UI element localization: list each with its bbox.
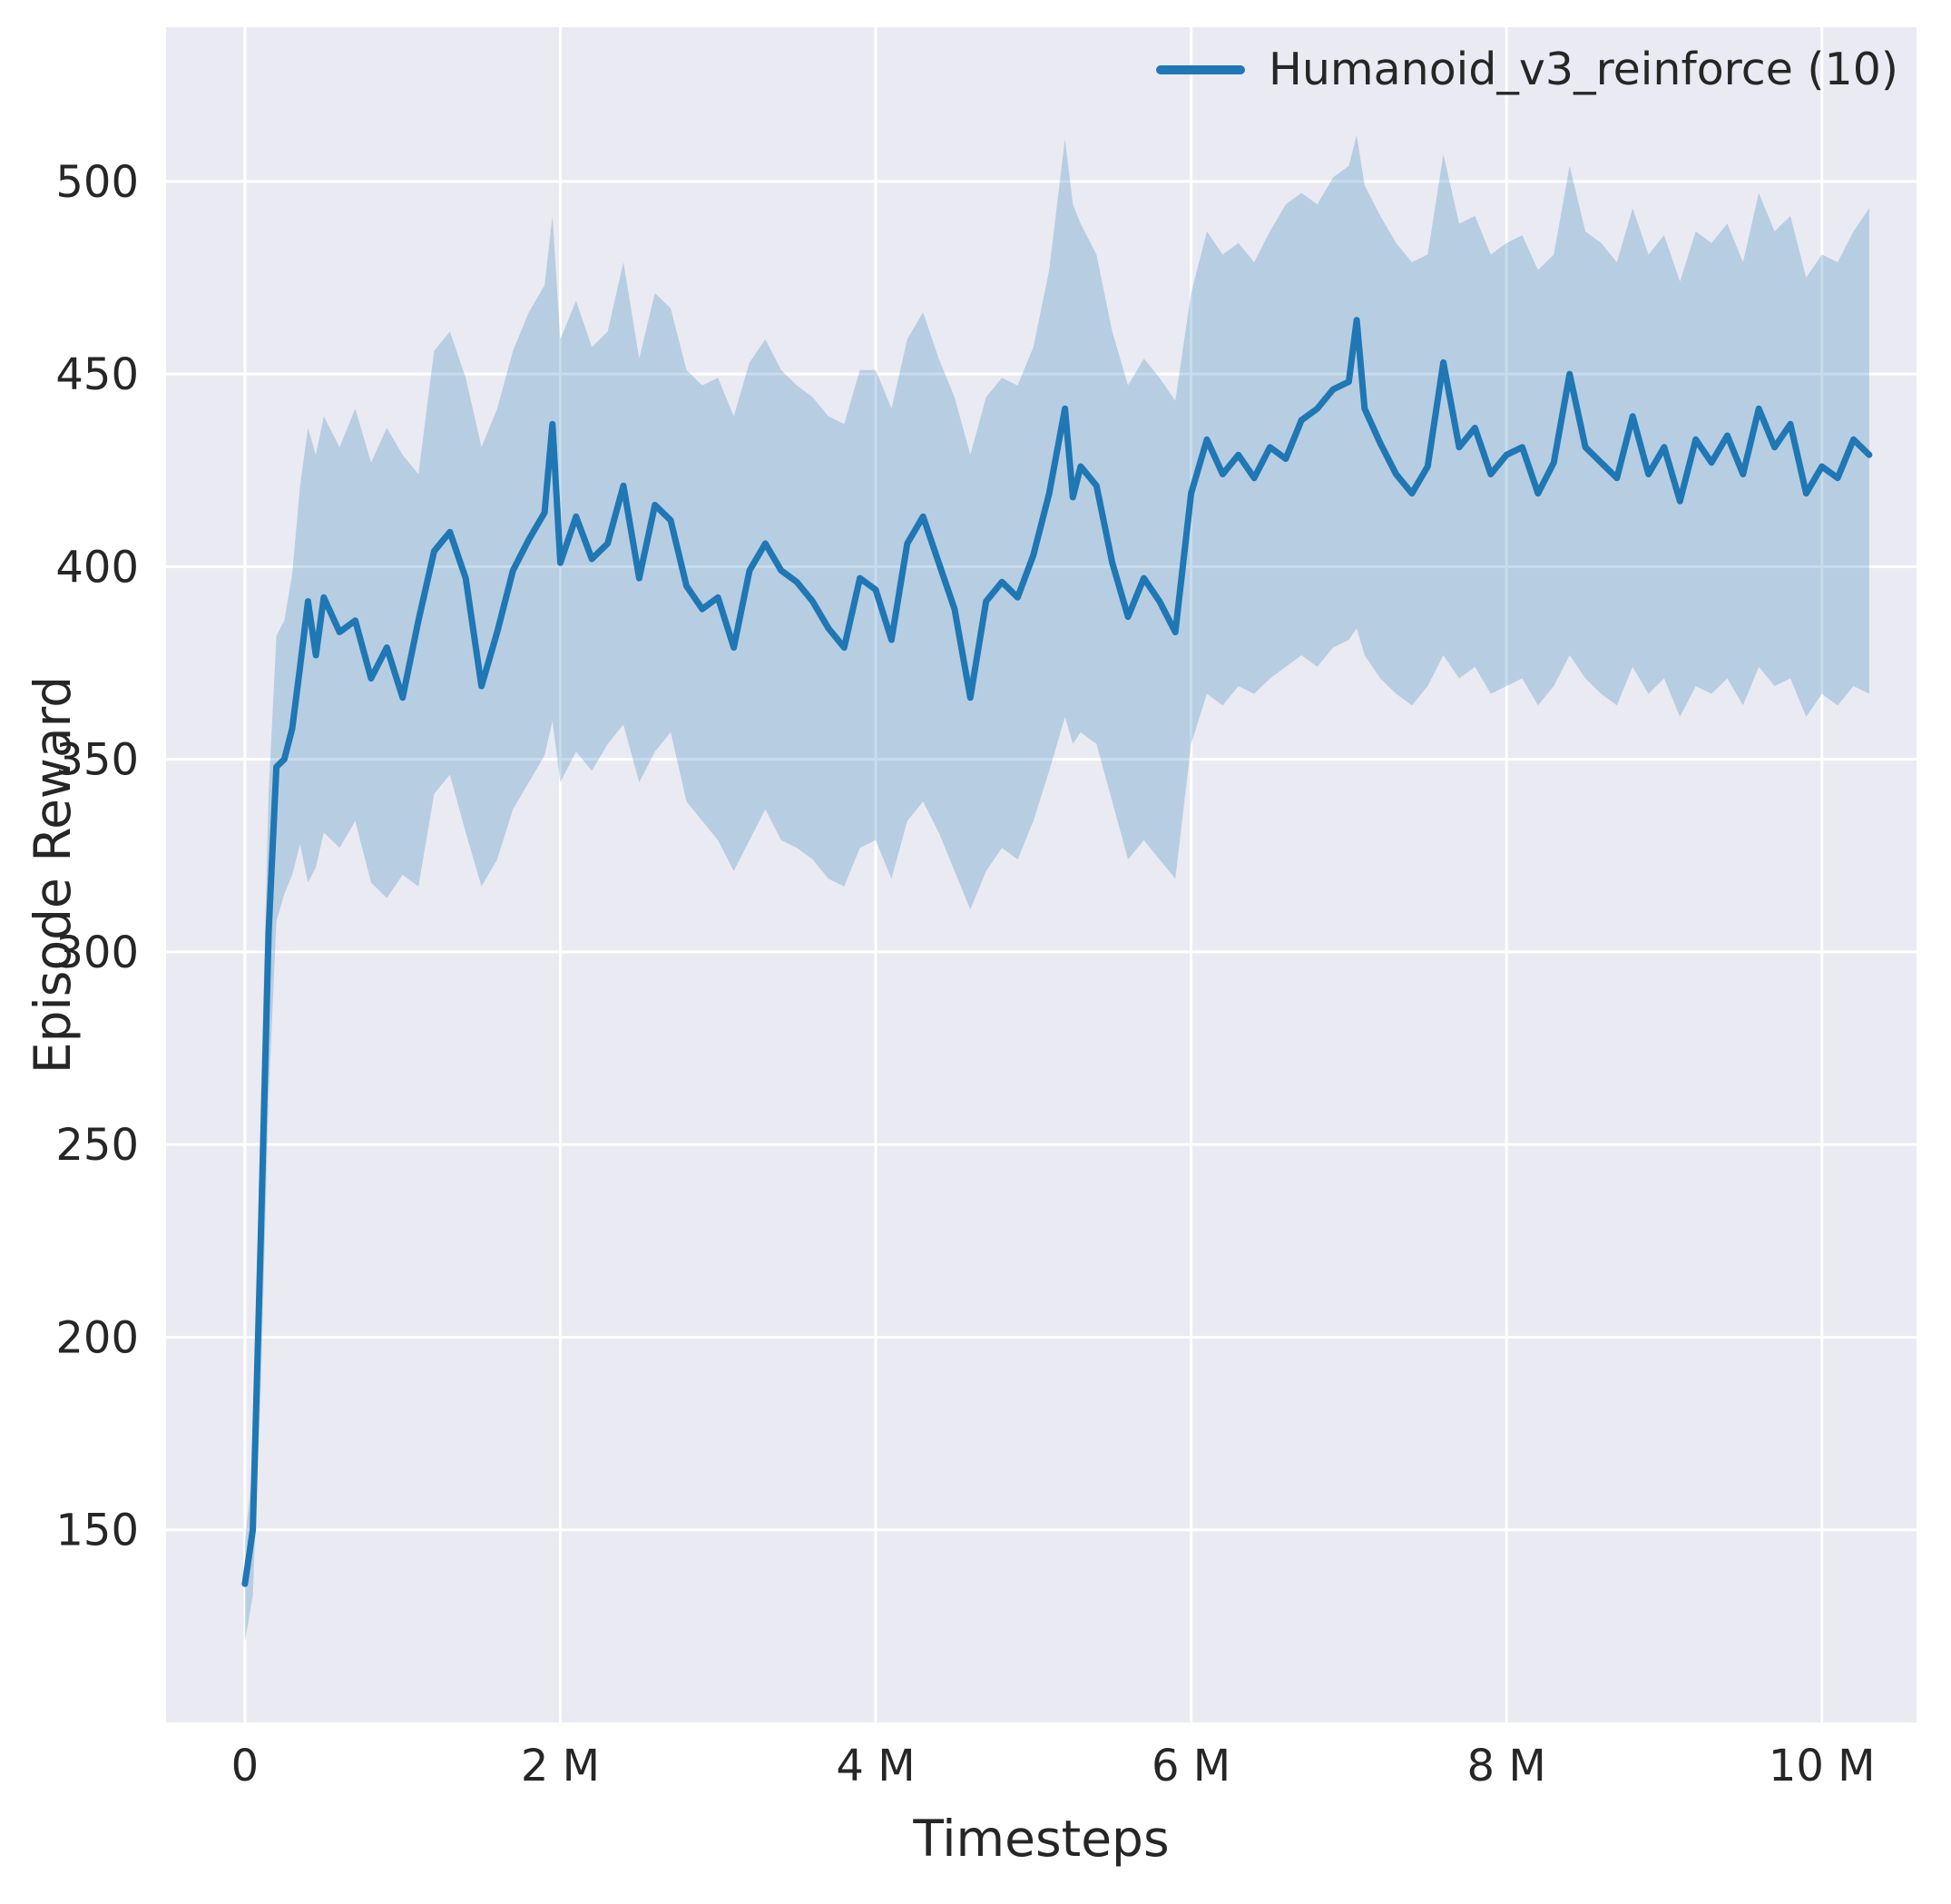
y-axis-label: Episode Reward [24,675,82,1075]
y-tick-label: 350 [55,735,139,786]
plot-area [166,27,1917,1722]
series-line-humanoid-v3-reinforce [241,317,1873,1587]
y-tick-label: 250 [55,1120,139,1171]
x-tick-label: 2 M [521,1741,600,1791]
x-axis-label: Timesteps [913,1810,1170,1868]
y-tick-label: 500 [55,157,139,208]
y-tick-label: 150 [55,1506,139,1556]
x-tick-label: 4 M [836,1741,915,1791]
y-tick-label: 300 [55,927,139,978]
x-tick-label: 0 [231,1741,260,1791]
y-tick-label: 200 [55,1312,139,1363]
x-tick-label: 6 M [1152,1741,1230,1791]
y-tick-label: 450 [55,349,139,400]
y-tick-label: 400 [55,542,139,593]
x-tick-label: 8 M [1467,1741,1546,1791]
x-tick-label: 10 M [1769,1741,1876,1791]
